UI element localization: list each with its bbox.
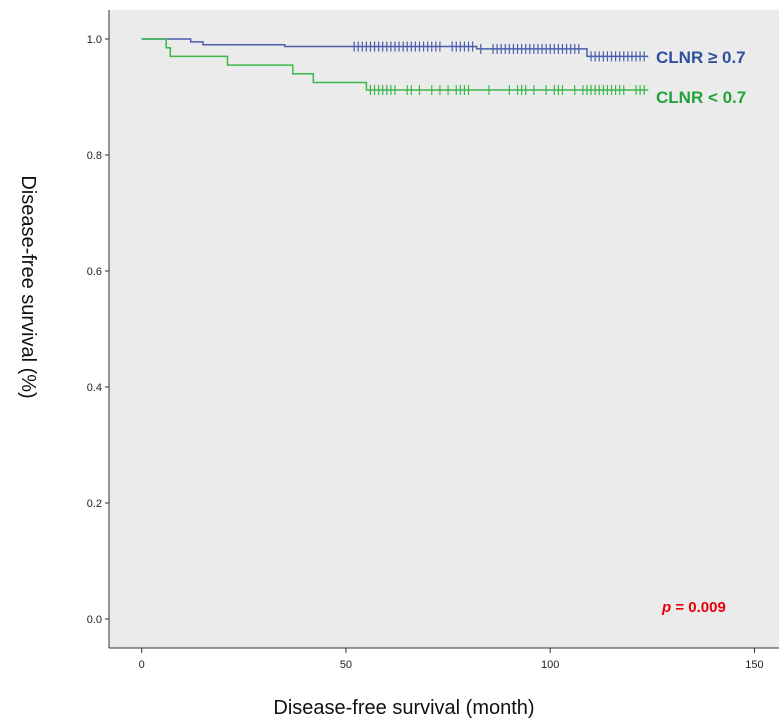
x-axis-title: Disease-free survival (month) <box>273 697 534 719</box>
x-tick-label: 100 <box>541 659 559 671</box>
x-tick-label: 0 <box>139 659 145 671</box>
survival-curve-clnr-high <box>141 38 649 58</box>
y-tick-label: 0.8 <box>87 150 102 162</box>
y-tick-label: 1.0 <box>87 34 102 46</box>
y-tick-label: 0.2 <box>87 498 102 510</box>
y-axis-title: Disease-free survival (%) <box>17 175 39 398</box>
p-value-symbol: p <box>661 599 671 616</box>
y-tick-label: 0.0 <box>87 614 102 626</box>
legend-label-clnr-low: CLNR < 0.7 <box>656 88 746 107</box>
x-tick-label: 50 <box>340 659 352 671</box>
p-value-annotation: p = 0.009 <box>661 599 726 616</box>
legend-label-clnr-high: CLNR ≥ 0.7 <box>656 48 746 67</box>
x-tick-label: 150 <box>745 659 763 671</box>
p-value-text: = 0.009 <box>671 599 726 616</box>
survival-curve-clnr-low <box>141 38 649 91</box>
y-tick-label: 0.6 <box>87 266 102 278</box>
series-layer <box>141 38 649 96</box>
plot-background <box>109 10 779 648</box>
y-axis-ticks: 0.0 0.2 0.4 0.6 0.8 1.0 <box>87 34 109 626</box>
y-tick-label: 0.4 <box>87 382 102 394</box>
x-axis-ticks: 0 50 100 150 <box>139 648 764 671</box>
